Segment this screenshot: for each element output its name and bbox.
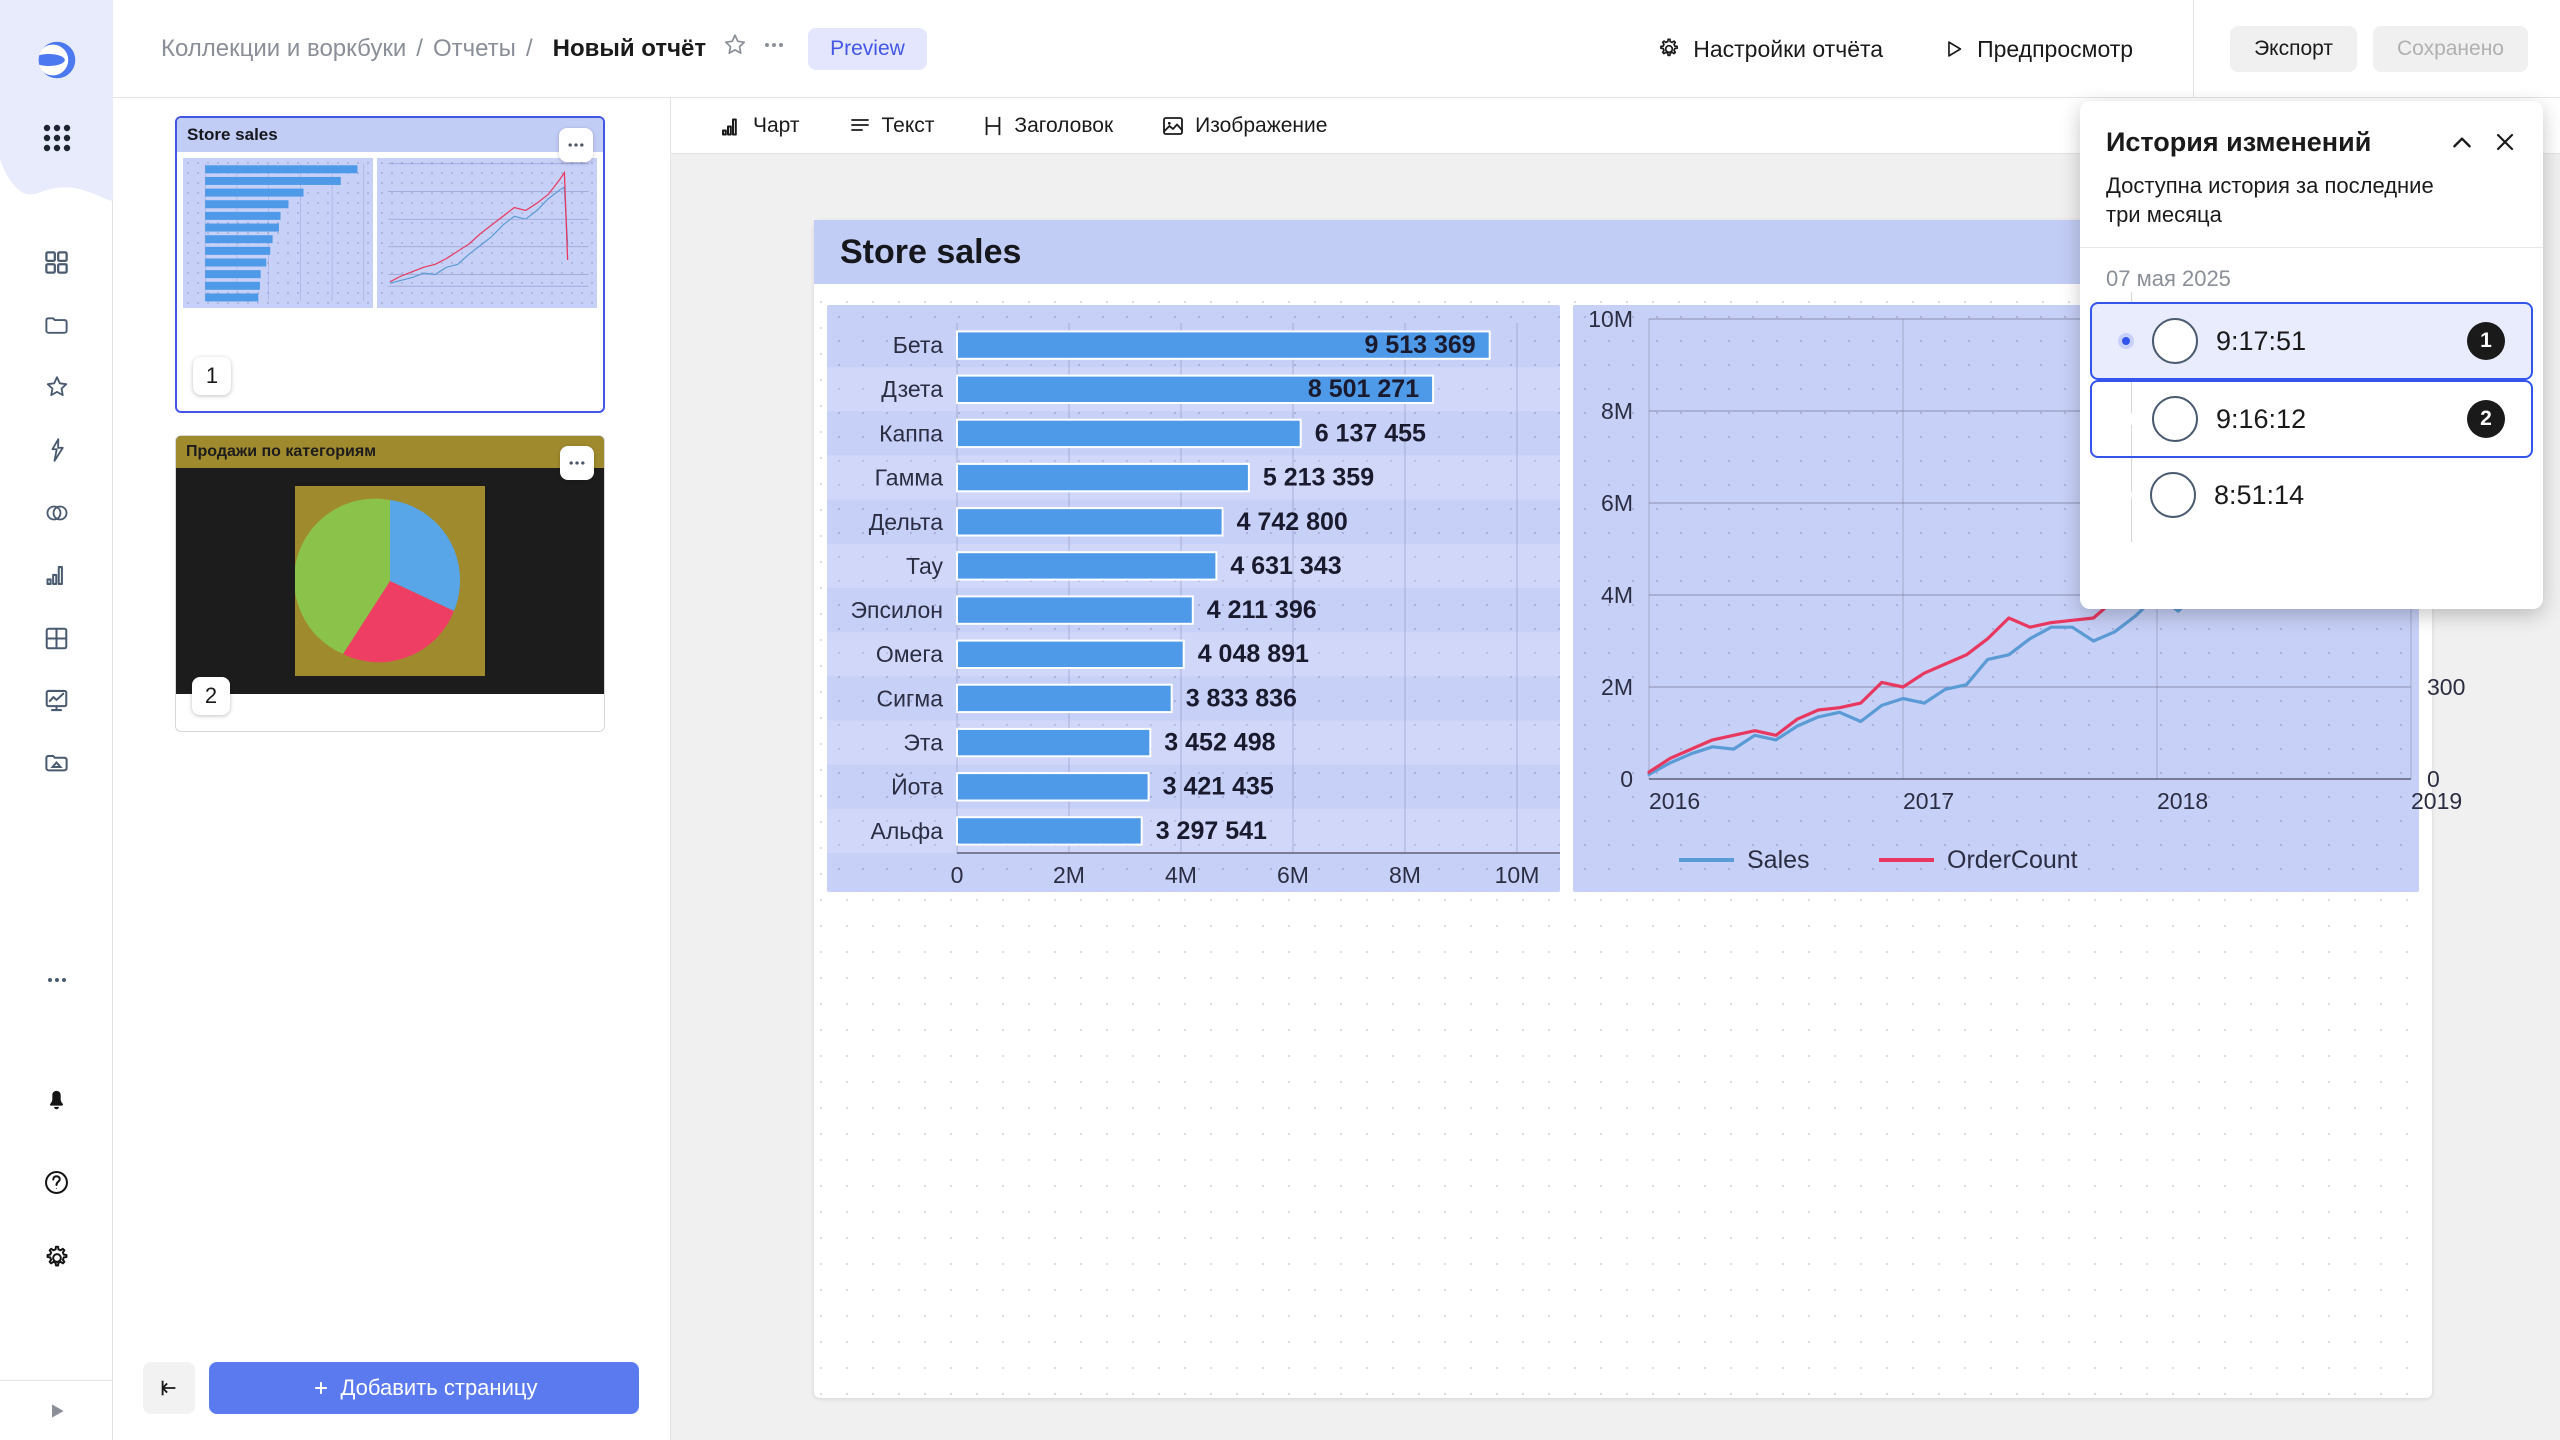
svg-text:Дельта: Дельта <box>869 509 943 535</box>
svg-text:2018: 2018 <box>2157 788 2208 814</box>
svg-text:10M: 10M <box>1588 306 1633 332</box>
svg-text:2016: 2016 <box>1649 788 1700 814</box>
svg-text:OrderCount: OrderCount <box>1947 846 2078 874</box>
svg-text:9 513 369: 9 513 369 <box>1364 331 1475 359</box>
svg-text:300: 300 <box>2427 674 2465 700</box>
svg-text:4 048 891: 4 048 891 <box>1198 640 1309 668</box>
svg-text:8M: 8M <box>1601 398 1633 424</box>
svg-text:6M: 6M <box>1277 862 1309 888</box>
svg-text:0: 0 <box>1620 766 1633 792</box>
svg-text:Эта: Эта <box>903 730 943 756</box>
svg-text:Каппа: Каппа <box>879 420 943 446</box>
svg-text:4 211 396: 4 211 396 <box>1207 596 1317 624</box>
svg-text:Йота: Йота <box>891 773 943 800</box>
svg-text:2M: 2M <box>1601 674 1633 700</box>
svg-text:8M: 8M <box>1389 862 1421 888</box>
svg-text:10M: 10M <box>1495 862 1540 888</box>
svg-text:Бета: Бета <box>893 332 943 358</box>
svg-text:3 833 836: 3 833 836 <box>1186 684 1297 712</box>
svg-text:3 452 498: 3 452 498 <box>1164 729 1275 757</box>
svg-text:Дзета: Дзета <box>881 376 943 402</box>
svg-text:Гамма: Гамма <box>875 465 944 491</box>
svg-text:4M: 4M <box>1601 582 1633 608</box>
svg-text:3 421 435: 3 421 435 <box>1163 773 1274 801</box>
svg-text:6 137 455: 6 137 455 <box>1315 419 1426 447</box>
svg-text:6M: 6M <box>1601 490 1633 516</box>
svg-text:2M: 2M <box>1053 862 1085 888</box>
svg-text:Омега: Омега <box>876 641 943 667</box>
svg-text:2017: 2017 <box>1903 788 1954 814</box>
svg-text:8 501 271: 8 501 271 <box>1308 375 1419 403</box>
svg-text:Сигма: Сигма <box>877 685 944 711</box>
svg-text:3 297 541: 3 297 541 <box>1156 817 1267 845</box>
svg-text:Альфа: Альфа <box>871 818 944 844</box>
svg-text:4 631 343: 4 631 343 <box>1230 552 1341 580</box>
svg-text:4 742 800: 4 742 800 <box>1237 508 1348 536</box>
svg-text:4M: 4M <box>1165 862 1197 888</box>
svg-text:0: 0 <box>951 862 964 888</box>
svg-text:Sales: Sales <box>1747 846 1810 874</box>
svg-text:Тау: Тау <box>906 553 944 579</box>
svg-text:2019: 2019 <box>2411 788 2462 814</box>
svg-text:5 213 359: 5 213 359 <box>1263 464 1374 492</box>
svg-text:Эпсилон: Эпсилон <box>850 597 943 623</box>
